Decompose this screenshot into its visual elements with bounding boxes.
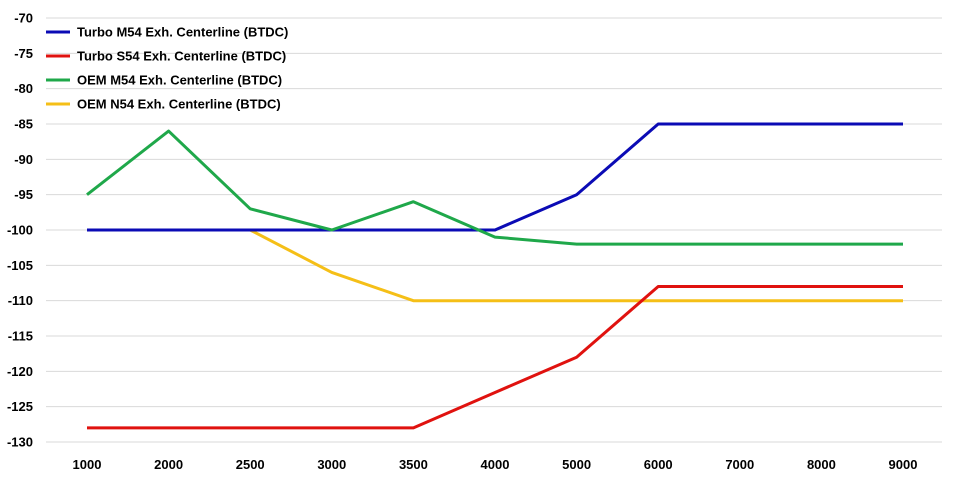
legend-label: Turbo M54 Exh. Centerline (BTDC): [77, 25, 288, 40]
y-tick-label: -100: [7, 223, 33, 238]
legend-label: OEM M54 Exh. Centerline (BTDC): [77, 73, 282, 88]
series-lines: [86, 122, 903, 430]
x-tick-label: 1000: [73, 457, 102, 472]
y-tick-label: -120: [7, 364, 33, 379]
y-tick-label: -115: [8, 329, 33, 344]
legend-item: Turbo S54 Exh. Centerline (BTDC): [46, 49, 286, 64]
legend: Turbo M54 Exh. Centerline (BTDC) Turbo S5…: [46, 25, 288, 112]
y-tick-label: -130: [7, 435, 33, 450]
x-tick-label: 2500: [236, 457, 265, 472]
x-axis-labels: 1000 2000 2500 3000 3500 4000 5000 6000 7000 8000…: [73, 457, 918, 472]
x-tick-label: 8000: [807, 457, 836, 472]
legend-item: Turbo M54 Exh. Centerline (BTDC): [46, 25, 288, 40]
y-tick-label: -90: [14, 152, 33, 167]
x-tick-label: 5000: [562, 457, 591, 472]
legend-label: OEM N54 Exh. Centerline (BTDC): [77, 97, 281, 112]
y-tick-label: -85: [14, 117, 33, 132]
y-tick-label: -110: [8, 293, 33, 308]
y-axis-labels: -70 -75 -80 -85 -90 -95 -100 -105 -110 -115 -120 -1…: [7, 11, 33, 450]
y-tick-label: -105: [7, 258, 33, 273]
y-tick-label: -125: [7, 399, 33, 414]
x-tick-label: 7000: [725, 457, 754, 472]
legend-label: Turbo S54 Exh. Centerline (BTDC): [77, 49, 286, 64]
series-line-2: [86, 129, 903, 246]
y-tick-label: -80: [14, 81, 33, 96]
x-tick-label: 4000: [481, 457, 510, 472]
series-line-0: [87, 122, 903, 232]
gridlines: [46, 17, 942, 443]
x-tick-label: 9000: [889, 457, 918, 472]
y-tick-label: -70: [14, 11, 33, 26]
y-tick-label: -75: [14, 46, 33, 61]
x-tick-label: 3500: [399, 457, 428, 472]
x-tick-label: 2000: [154, 457, 183, 472]
y-tick-label: -95: [14, 187, 33, 202]
series-line-1: [87, 285, 903, 430]
x-tick-label: 3000: [317, 457, 346, 472]
legend-item: OEM M54 Exh. Centerline (BTDC): [46, 73, 282, 88]
legend-item: OEM N54 Exh. Centerline (BTDC): [46, 97, 281, 112]
x-tick-label: 6000: [644, 457, 673, 472]
